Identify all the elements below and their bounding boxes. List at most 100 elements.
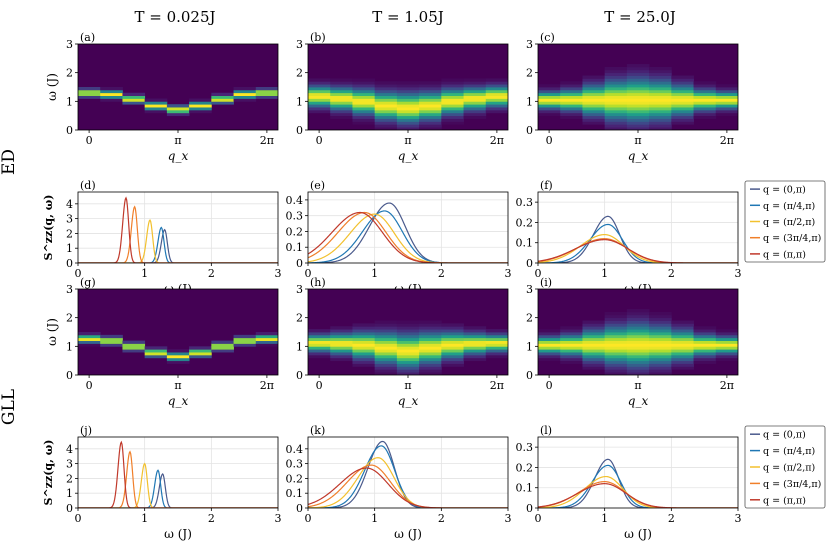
x-tick-label: 0	[316, 134, 323, 147]
heatmap-cell	[330, 78, 353, 82]
heatmap-cell	[463, 354, 487, 359]
heatmap-cell	[396, 369, 420, 373]
heatmap-cell	[649, 326, 672, 330]
heatmap-cell	[693, 326, 717, 330]
heatmap-cell	[211, 101, 234, 105]
heatmap-cell	[582, 332, 606, 336]
heatmap-cell	[582, 121, 606, 125]
heatmap-cell	[626, 332, 650, 336]
heatmap-column	[419, 320, 442, 375]
heatmap-cell	[189, 352, 212, 356]
heatmap-cell	[626, 372, 650, 375]
heatmap-column	[211, 92, 234, 105]
axes-frame	[537, 191, 739, 264]
heatmap-cell	[374, 372, 398, 375]
heatmap-cell	[122, 340, 146, 344]
heatmap-cell	[604, 104, 628, 108]
heatmap-cell	[419, 320, 442, 324]
heatmap-cell	[441, 112, 464, 117]
heatmap-cell	[715, 84, 738, 88]
heatmap-cell	[396, 340, 420, 344]
heatmap-cell	[485, 343, 508, 347]
heatmap-cell	[308, 87, 331, 91]
y-tick-label: 2	[526, 312, 533, 325]
heatmap-cell	[122, 98, 146, 102]
heatmap-cell	[352, 95, 376, 99]
heatmap-cell	[189, 104, 212, 108]
heatmap-cell	[671, 334, 694, 339]
heatmap-cell	[693, 332, 717, 336]
heatmap-column	[396, 320, 420, 375]
heatmap-cell	[604, 112, 628, 117]
panel-k: 0 1 2 300.10.20.30.4ω (J)(k)	[286, 424, 512, 541]
heatmap-cell	[671, 115, 694, 119]
heatmap-cell	[693, 357, 717, 362]
heatmap-cell	[485, 109, 508, 114]
series-line-4	[308, 464, 508, 508]
heatmap-cell	[374, 95, 398, 99]
heatmap-cell	[352, 78, 376, 82]
heatmap-cell	[374, 118, 398, 122]
heatmap-cell	[166, 357, 190, 362]
series-line-5	[538, 483, 738, 508]
y-tick-label: 2	[296, 67, 303, 80]
heatmap-cell	[396, 84, 420, 88]
heatmap-cell	[189, 101, 212, 105]
x-tick-label: 2	[668, 512, 675, 525]
heatmap-cell	[374, 92, 398, 96]
heatmap-cell	[211, 98, 234, 102]
x-tick-label: 1	[371, 512, 378, 525]
heatmap-cell	[693, 354, 717, 359]
heatmap-cell	[144, 109, 168, 114]
series-line-1	[538, 458, 738, 508]
heatmap-cell	[374, 369, 398, 373]
heatmap-cell	[330, 89, 353, 94]
heatmap-cell	[255, 343, 278, 347]
heatmap-cell	[649, 118, 672, 122]
heatmap-column	[144, 346, 168, 359]
legend-entry: q = (0,π)	[763, 430, 806, 441]
heatmap-cell	[626, 75, 650, 79]
heatmap-cell	[560, 98, 583, 102]
heatmap-column	[122, 92, 146, 105]
heatmap-cell	[582, 323, 606, 327]
heatmap-cell	[352, 332, 376, 336]
heatmap-cell	[396, 332, 420, 336]
y-tick-label: 0.3	[516, 441, 534, 454]
y-tick-label: 2	[66, 227, 73, 240]
heatmap-cell	[308, 107, 331, 111]
x-tick-label: π	[634, 134, 641, 147]
y-axis-label: ω (J)	[45, 318, 59, 346]
heatmap-cell	[693, 84, 717, 88]
y-tick-label: 3	[66, 458, 73, 471]
heatmap-cell	[604, 95, 628, 99]
heatmap-cell	[233, 340, 257, 344]
heatmap-cell	[78, 87, 101, 91]
heatmap-cell	[396, 346, 420, 350]
heatmap-cell	[463, 357, 487, 362]
heatmap-cell	[441, 104, 464, 108]
y-tick-label: 0	[526, 124, 533, 137]
heatmap-cell	[330, 87, 353, 91]
x-tick-label: 0	[546, 379, 553, 392]
heatmap-cell	[538, 349, 561, 353]
heatmap-cell	[693, 337, 717, 341]
heatmap-cell	[122, 343, 146, 347]
heatmap-cell	[441, 81, 464, 85]
y-tick-label: 4	[66, 443, 73, 456]
x-axis-label: q_x	[168, 394, 189, 408]
heatmap-cell	[715, 112, 738, 117]
y-tick-label: 3	[526, 283, 533, 296]
heatmap-cell	[649, 81, 672, 85]
heatmap-cell	[211, 92, 234, 96]
x-tick-label: 1	[371, 267, 378, 280]
heatmap-cell	[374, 346, 398, 350]
heatmap-cell	[100, 89, 123, 94]
y-axis-label: ω (J)	[45, 73, 59, 101]
heatmap-cell	[715, 340, 738, 344]
x-tick-label: 0	[535, 267, 542, 280]
heatmap-column	[255, 87, 278, 99]
heatmap-cell	[715, 92, 738, 96]
heatmap-column	[166, 104, 190, 117]
